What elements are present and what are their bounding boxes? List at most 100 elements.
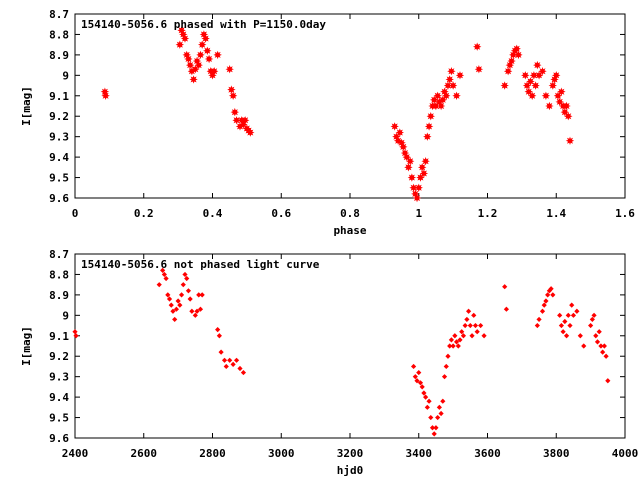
unphased-data-point — [423, 394, 429, 400]
phased-x-tick-label: 0.4 — [203, 207, 223, 220]
phased-data-point — [565, 136, 575, 145]
unphased-data-point — [185, 288, 192, 294]
unphased-data-point — [443, 363, 449, 370]
phased-data-point — [196, 50, 205, 60]
phased-x-tick-label: 0.6 — [271, 207, 291, 220]
unphased-data-point — [182, 271, 188, 278]
unphased-chart: 2400 2600 2800 3000 3200 3400 3600 3800 4000 8.7 8… — [20, 248, 638, 477]
phased-data-point — [545, 101, 554, 111]
phased-data-point — [412, 193, 422, 203]
unphased-data-point — [581, 343, 587, 349]
unphased-data-point — [567, 322, 573, 329]
phased-data-point — [557, 87, 566, 96]
unphased-data-point — [539, 308, 546, 314]
unphased-data-point — [601, 343, 607, 349]
phased-data-point — [201, 34, 210, 43]
unphased-data-point — [199, 292, 205, 298]
unphased-data-point — [419, 384, 425, 390]
unphased-y-tick-label: 8.7 — [49, 248, 69, 261]
phased-x-tick-label: 0 — [72, 207, 79, 220]
phased-data-point — [529, 71, 539, 80]
unphased-data-point — [467, 322, 473, 329]
unphased-data-point — [588, 322, 594, 329]
unphased-data-point — [227, 357, 233, 363]
unphased-data-point — [603, 353, 609, 359]
phased-y-tick-label: 8.9 — [49, 49, 69, 62]
unphased-data-point — [447, 343, 453, 349]
phased-data-point — [564, 112, 573, 121]
unphased-data-point — [218, 349, 224, 355]
phased-data-point — [204, 54, 214, 64]
unphased-data-point — [465, 308, 472, 314]
phased-data-point — [514, 50, 523, 60]
unphased-data-point — [574, 308, 580, 314]
phased-data-point — [436, 101, 446, 111]
unphased-data-point — [563, 333, 570, 339]
unphased-data-point — [436, 404, 442, 410]
unphased-data-point — [474, 329, 480, 335]
unphased-data-point — [565, 312, 571, 318]
phased-data-point — [531, 81, 540, 90]
phased-data-point — [541, 91, 551, 100]
unphased-data-point — [438, 410, 444, 417]
unphased-data-point — [72, 329, 78, 335]
unphased-data-point — [178, 292, 185, 298]
unphased-data-point — [450, 343, 456, 349]
phased-data-point — [442, 91, 451, 100]
unphased-data-point — [457, 337, 463, 343]
unphased-data-point — [472, 322, 479, 329]
unphased-chart-title: 154140-5056.6 not phased light curve — [81, 258, 320, 271]
unphased-data-point — [237, 365, 243, 372]
unphased-data-point — [570, 312, 577, 318]
unphased-data-point — [464, 316, 470, 323]
unphased-x-tick-label: 3000 — [268, 447, 295, 460]
phased-data-point — [227, 85, 236, 94]
phased-data-point — [198, 40, 207, 49]
unphased-x-tick-label: 3600 — [474, 447, 501, 460]
phased-data-point — [426, 112, 435, 121]
phased-data-point — [395, 128, 404, 137]
phased-data-points — [100, 26, 575, 203]
unphased-data-point — [441, 374, 448, 380]
phased-y-tick-label: 8.7 — [49, 8, 69, 21]
phased-data-point — [447, 67, 456, 76]
unphased-data-point — [168, 302, 174, 308]
unphased-data-point — [216, 333, 222, 339]
phased-x-tick-label: 1.4 — [546, 207, 566, 220]
unphased-data-point — [605, 378, 611, 384]
unphased-data-point — [445, 353, 451, 359]
unphased-data-point — [460, 333, 467, 339]
phased-chart: 0 0.2 0.4 0.6 0.8 1 1.2 1.4 1.6 8.7 8.8 8.9 9 9.1 9.2 9… — [20, 8, 635, 237]
unphased-data-point — [536, 316, 542, 323]
unphased-data-point — [156, 282, 162, 288]
unphased-x-tick-label: 3400 — [406, 447, 433, 460]
unphased-y-tick-label: 8.8 — [49, 268, 69, 281]
unphased-ticks: 2400 2600 2800 3000 3200 3400 3600 3800 4000 8.7 8… — [49, 248, 638, 460]
phased-data-point — [548, 81, 557, 90]
phased-data-point — [390, 122, 399, 131]
unphased-data-point — [502, 284, 508, 290]
phased-data-point — [228, 91, 238, 100]
phased-data-point — [474, 65, 484, 74]
phased-y-tick-label: 9.3 — [49, 131, 69, 144]
phased-data-point — [230, 107, 239, 117]
unphased-data-point — [600, 349, 606, 355]
unphased-data-point — [455, 343, 461, 349]
unphased-data-point — [569, 302, 575, 308]
phased-y-tick-label: 9.5 — [49, 172, 69, 185]
phased-data-point — [503, 67, 513, 76]
unphased-data-points — [72, 267, 611, 437]
phased-data-point — [455, 71, 465, 80]
unphased-data-point — [596, 329, 602, 335]
phased-data-point — [175, 40, 184, 49]
unphased-x-tick-label: 2400 — [62, 447, 89, 460]
unphased-data-point — [194, 308, 200, 314]
phased-data-point — [180, 34, 190, 43]
unphased-x-tick-label: 4000 — [612, 447, 639, 460]
phased-data-point — [452, 91, 461, 100]
unphased-data-point — [189, 308, 195, 314]
phased-y-tick-label: 9.2 — [49, 110, 69, 123]
unphased-y-tick-label: 8.9 — [49, 289, 69, 302]
phased-data-point — [421, 157, 430, 166]
